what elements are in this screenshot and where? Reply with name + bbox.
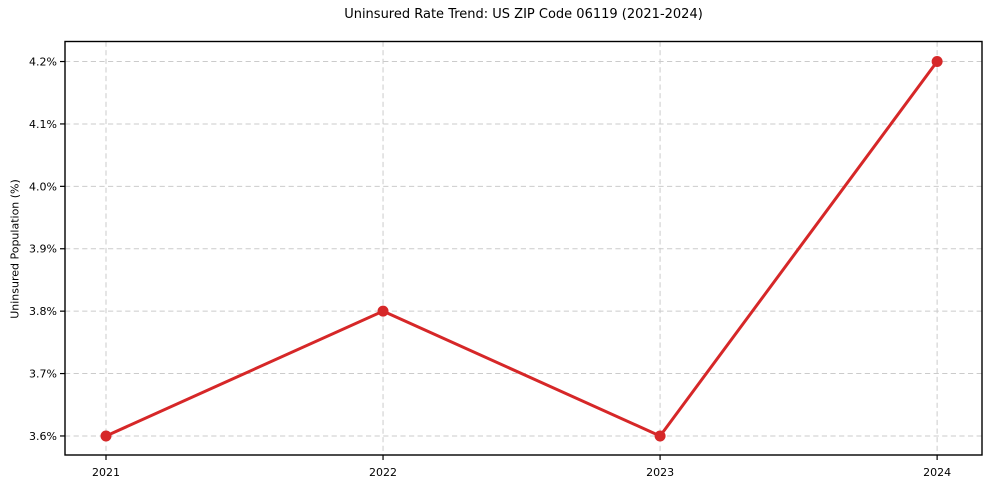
data-point: [931, 56, 943, 68]
chart-title: Uninsured Rate Trend: US ZIP Code 06119 …: [344, 7, 703, 22]
data-point: [654, 430, 666, 442]
x-tick-label: 2021: [92, 466, 120, 479]
y-tick-label: 3.9%: [29, 243, 57, 256]
x-tick-label: 2024: [923, 466, 951, 479]
data-point: [377, 305, 389, 317]
y-tick-label: 4.1%: [29, 118, 57, 131]
x-tick-label: 2023: [646, 466, 674, 479]
y-tick-label: 3.7%: [29, 368, 57, 381]
y-tick-label: 3.8%: [29, 305, 57, 318]
data-point: [100, 430, 112, 442]
trend-line: [104, 60, 939, 438]
y-tick-label: 3.6%: [29, 430, 57, 443]
y-tick-label: 4.2%: [29, 56, 57, 69]
x-tick-label: 2022: [369, 466, 397, 479]
y-tick-label: 4.0%: [29, 180, 57, 193]
